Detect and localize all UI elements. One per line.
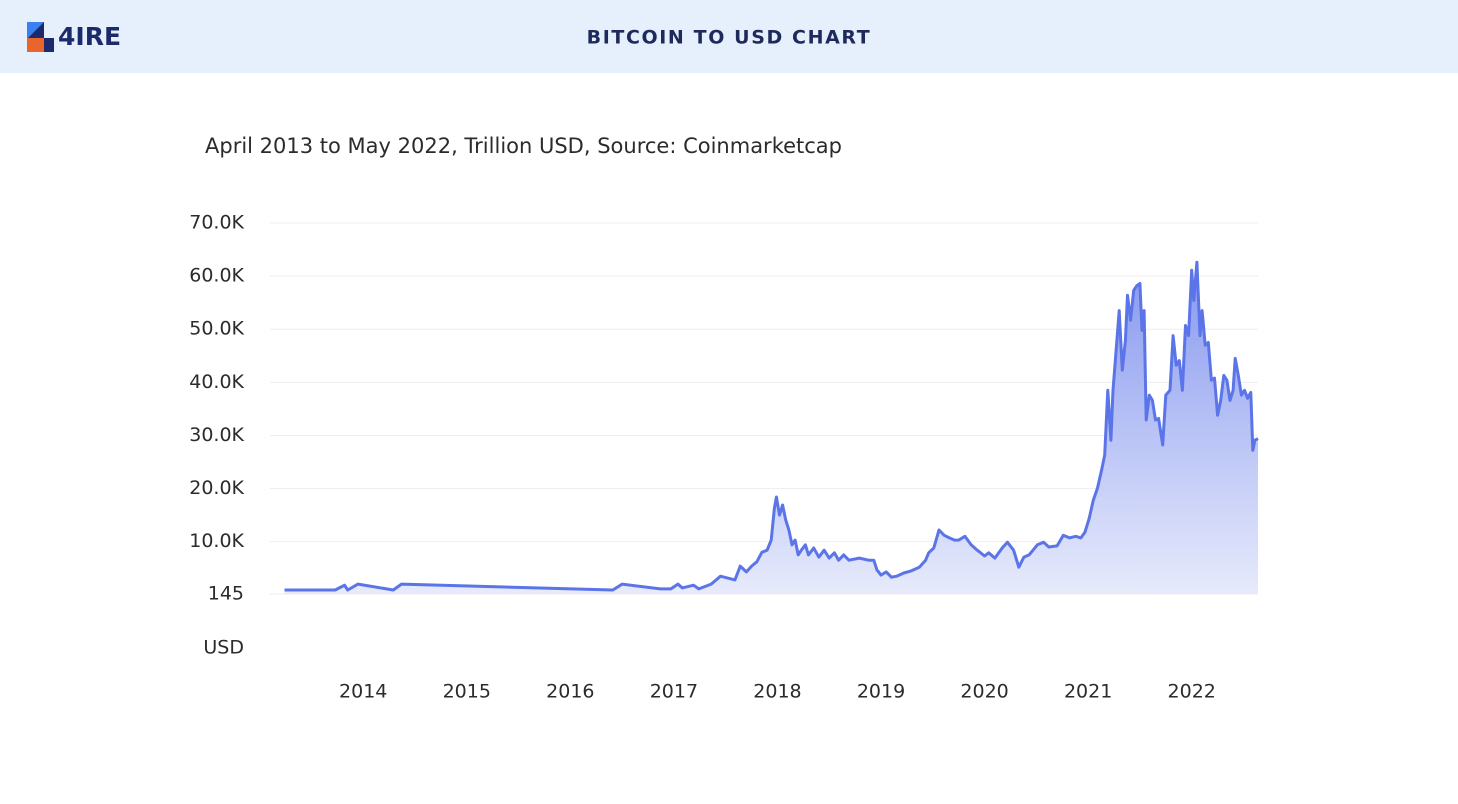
y-tick-label: 40.0K [189,371,244,393]
y-axis-label: USD [203,637,244,659]
y-tick-label: 60.0K [189,265,244,287]
header-bar [0,0,1458,73]
y-tick-label: 50.0K [189,318,244,340]
x-tick-label: 2022 [1168,681,1216,703]
x-tick-label: 2016 [546,681,594,703]
brand: 4IRE [58,22,121,51]
area-fill [284,262,1258,594]
x-tick-label: 2018 [753,681,801,703]
x-tick-label: 2014 [339,681,387,703]
y-tick-label: 70.0K [189,212,244,234]
chart-title: BITCOIN TO USD CHART [587,27,872,49]
logo[interactable]: 4IRE [27,22,121,52]
logo-block [44,38,54,52]
x-tick-label: 2020 [960,681,1008,703]
price-line [284,260,1259,592]
logo-block [27,38,44,52]
x-tick-label: 2015 [443,681,491,703]
y-tick-label: 20.0K [189,477,244,499]
y-tick-label: 10.0K [189,530,244,552]
y-tick-label: 145 [208,583,244,605]
x-tick-label: 2019 [857,681,905,703]
x-tick-label: 2017 [650,681,698,703]
y-tick-label: 30.0K [189,424,244,446]
chart-subtitle: April 2013 to May 2022, Trillion USD, So… [205,134,842,158]
x-tick-label: 2021 [1064,681,1112,703]
logo-block [28,22,44,38]
